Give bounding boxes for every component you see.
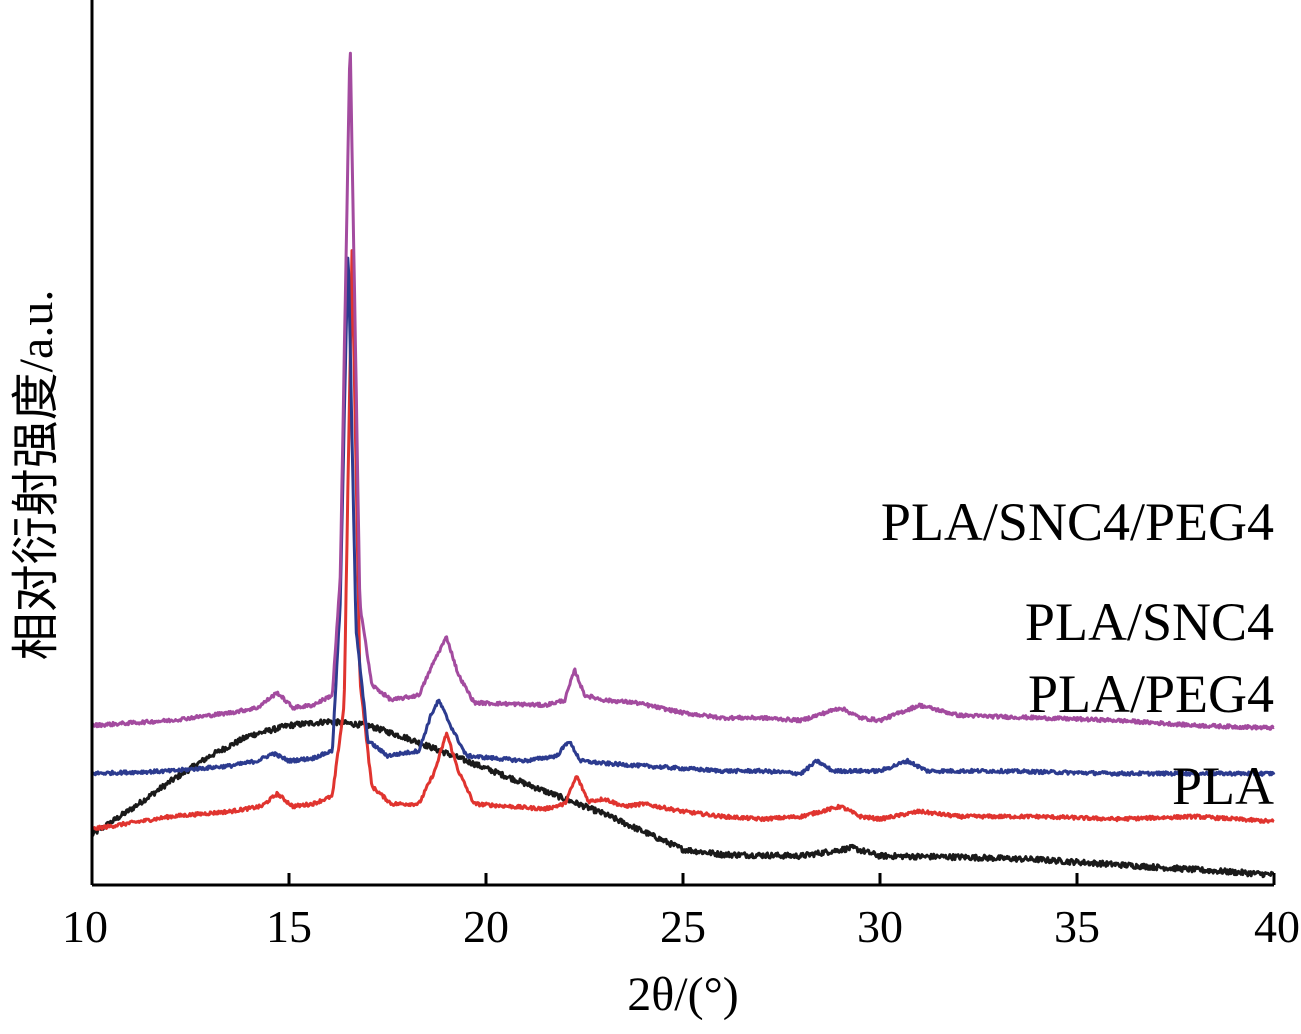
series-label: PLA/SNC4 xyxy=(1025,592,1274,652)
x-tick-label: 10 xyxy=(62,901,108,952)
x-tick-label: 20 xyxy=(463,901,509,952)
series-label: PLA/PEG4 xyxy=(1028,664,1274,724)
series-label: PLA xyxy=(1172,756,1274,816)
axes xyxy=(90,0,1274,887)
x-ticks: 10 15 20 25 30 35 40 xyxy=(62,873,1300,952)
series-line-pla-peg4 xyxy=(90,249,1275,831)
series-line-pla xyxy=(90,718,1275,879)
x-axis-title: 2θ/(°) xyxy=(627,968,739,1021)
x-tick-label: 15 xyxy=(266,901,312,952)
series-traces xyxy=(90,51,1276,879)
series-line-pla-snc4 xyxy=(91,256,1276,777)
x-tick-label: 35 xyxy=(1054,901,1100,952)
x-tick-label: 40 xyxy=(1254,901,1300,952)
series-line-pla-snc4-peg4 xyxy=(90,51,1275,731)
series-label: PLA/SNC4/PEG4 xyxy=(881,492,1274,552)
series-labels: PLA PLA/PEG4 PLA/SNC4 PLA/SNC4/PEG4 xyxy=(881,492,1274,816)
y-axis-title: 相对衍射强度/a.u. xyxy=(10,290,63,661)
x-tick-label: 30 xyxy=(857,901,903,952)
x-tick-label: 25 xyxy=(660,901,706,952)
